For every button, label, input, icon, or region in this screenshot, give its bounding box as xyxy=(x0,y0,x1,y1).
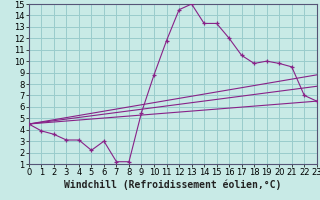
X-axis label: Windchill (Refroidissement éolien,°C): Windchill (Refroidissement éolien,°C) xyxy=(64,180,282,190)
